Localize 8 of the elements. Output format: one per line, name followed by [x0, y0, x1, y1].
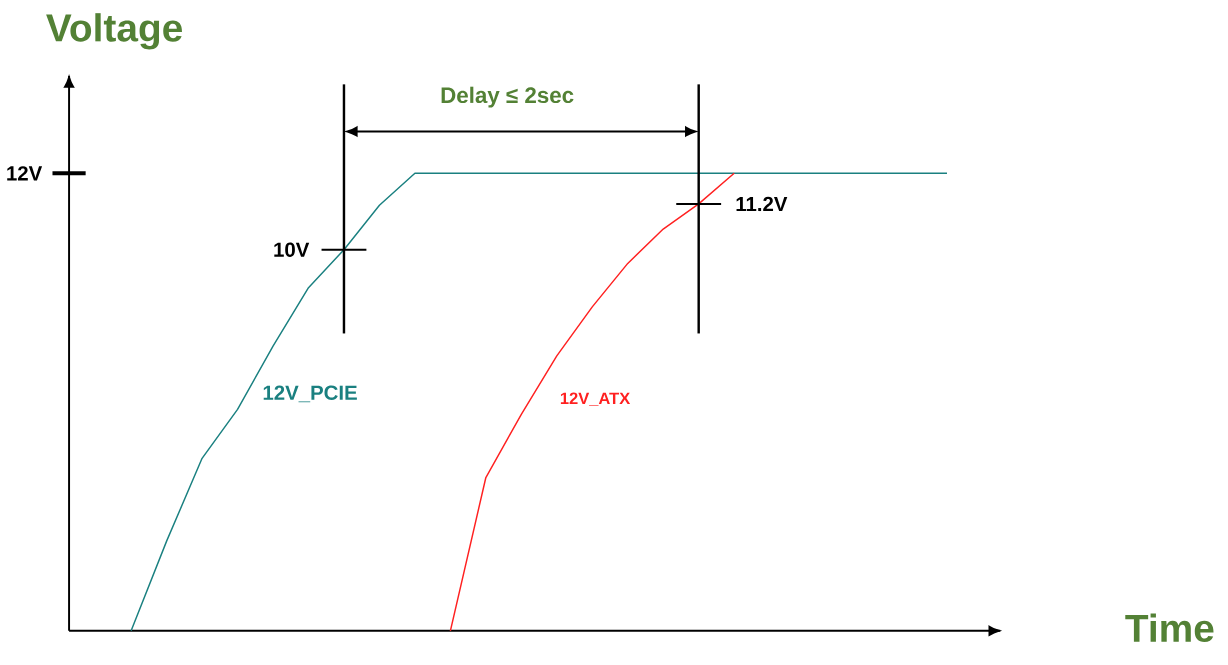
- series-label: 12V_ATX: [560, 392, 631, 407]
- annotation: 10V: [274, 242, 310, 257]
- text: Delay ≤ 2sec: [441, 86, 574, 108]
- y-axis-title: Voltage: [46, 13, 182, 50]
- series-label: 12V_PCIE: [263, 385, 357, 403]
- annotation: 11.2V: [736, 196, 788, 212]
- x-axis-title: Time: [1125, 613, 1214, 643]
- text: 12V: [7, 166, 43, 181]
